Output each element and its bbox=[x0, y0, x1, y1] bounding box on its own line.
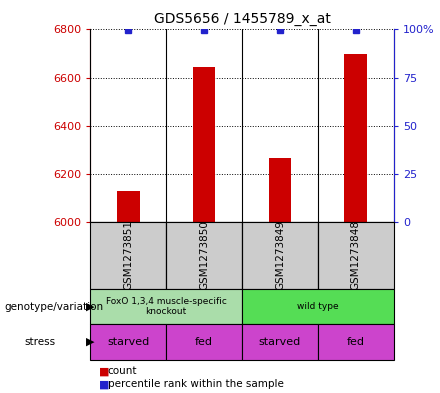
Text: ■: ■ bbox=[99, 366, 110, 376]
Bar bbox=[242, 324, 318, 360]
Text: starved: starved bbox=[107, 337, 149, 347]
Text: ■: ■ bbox=[99, 379, 110, 389]
Bar bbox=[242, 289, 394, 324]
Text: wild type: wild type bbox=[297, 302, 339, 311]
Text: fed: fed bbox=[195, 337, 213, 347]
Text: GSM1273848: GSM1273848 bbox=[351, 220, 361, 290]
Text: genotype/variation: genotype/variation bbox=[4, 301, 103, 312]
Bar bbox=[345, 53, 367, 222]
Bar bbox=[166, 222, 242, 289]
Bar bbox=[318, 324, 394, 360]
Text: count: count bbox=[108, 366, 137, 376]
Bar bbox=[90, 289, 242, 324]
Text: stress: stress bbox=[24, 337, 55, 347]
Text: GSM1273850: GSM1273850 bbox=[199, 220, 209, 290]
Text: ▶: ▶ bbox=[86, 301, 94, 312]
Title: GDS5656 / 1455789_x_at: GDS5656 / 1455789_x_at bbox=[154, 12, 330, 26]
Bar bbox=[268, 158, 291, 222]
Text: GSM1273851: GSM1273851 bbox=[123, 220, 133, 290]
Bar bbox=[90, 324, 166, 360]
Text: percentile rank within the sample: percentile rank within the sample bbox=[108, 379, 284, 389]
Text: FoxO 1,3,4 muscle-specific
knockout: FoxO 1,3,4 muscle-specific knockout bbox=[106, 297, 227, 316]
Bar bbox=[242, 222, 318, 289]
Bar bbox=[318, 222, 394, 289]
Bar bbox=[117, 191, 139, 222]
Text: starved: starved bbox=[259, 337, 301, 347]
Text: fed: fed bbox=[347, 337, 365, 347]
Bar bbox=[90, 222, 166, 289]
Bar bbox=[166, 324, 242, 360]
Text: ▶: ▶ bbox=[86, 337, 94, 347]
Text: GSM1273849: GSM1273849 bbox=[275, 220, 285, 290]
Bar bbox=[193, 67, 216, 222]
